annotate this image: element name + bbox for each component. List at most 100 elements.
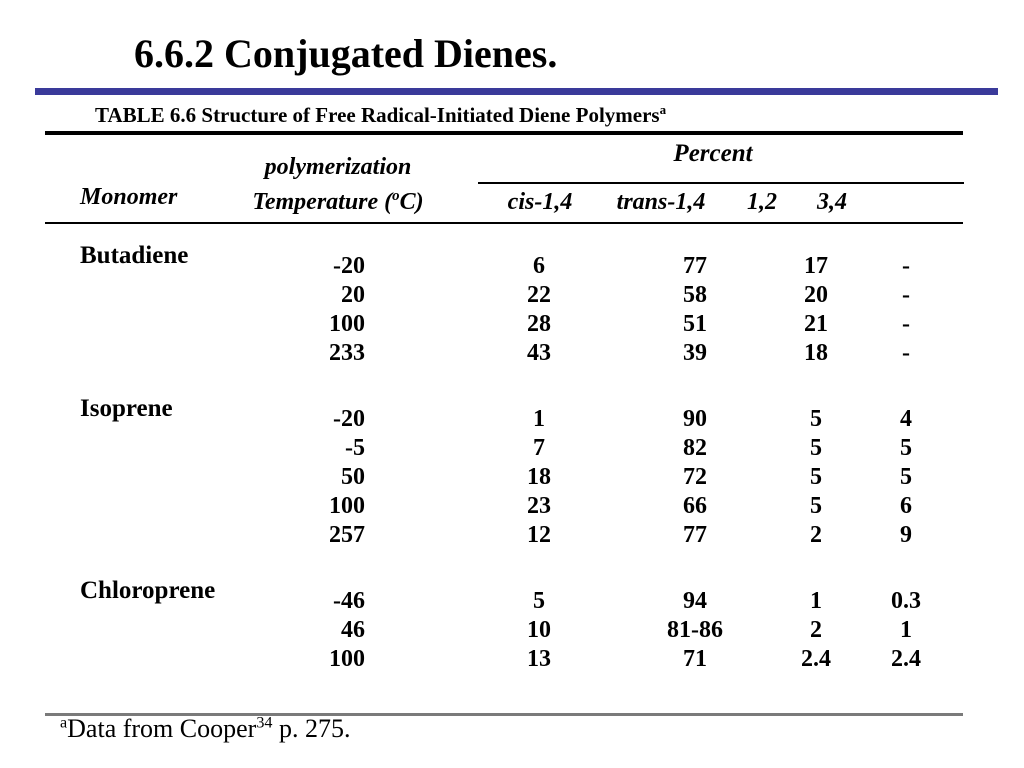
footnote-marker: a [60,714,68,732]
temperature-header-line2: Temperature (oC) [252,188,424,215]
v12-cell: 17 [804,253,828,279]
footnote: aData from Cooper34 p. 275. [60,714,350,744]
trans14-cell: 66 [683,493,707,519]
title-divider-line [35,88,998,95]
column-header-34: 3,4 [817,189,847,215]
temperature-cell: 100 [329,311,365,337]
column-header-trans14: trans-1,4 [616,189,706,215]
table-caption: TABLE 6.6 Structure of Free Radical-Init… [95,102,666,128]
column-header-cis14: cis-1,4 [507,189,573,215]
cis14-cell: 5 [533,588,545,614]
table-row: Isoprene -20 1 90 5 4 [0,395,1024,434]
v34-cell: - [902,311,910,337]
temperature-cell: 46 [341,617,365,643]
v34-cell: 0.3 [891,588,921,614]
cis14-cell: 6 [533,253,545,279]
footnote-text-before: Data from Cooper [67,714,257,743]
temperature-cell: 100 [329,646,365,672]
v12-cell: 1 [810,588,822,614]
cis14-cell: 7 [533,435,545,461]
table-row: 100 28 51 21 - [0,310,1024,339]
monomer-cell: Butadiene [80,242,300,281]
monomer-label: Isoprene [80,395,173,422]
cis14-cell: 13 [527,646,551,672]
table-caption-text: TABLE 6.6 Structure of Free Radical-Init… [95,103,660,127]
trans14-cell: 94 [683,588,707,614]
footnote-reference-number: 34 [256,714,273,732]
temperature-header-line1: polymerization [264,154,412,180]
trans14-cell: 72 [683,464,707,490]
trans14-cell: 81-86 [667,617,723,643]
v34-cell: - [902,253,910,279]
temperature-cell: 50 [341,464,365,490]
table-row: 100 23 66 5 6 [0,492,1024,521]
table-row: 257 12 77 2 9 [0,521,1024,550]
footnote-text-after: p. 275. [272,714,351,743]
v12-cell: 5 [810,464,822,490]
v34-cell: - [902,282,910,308]
monomer-label: Chloroprene [80,577,216,604]
cis14-cell: 10 [527,617,551,643]
temperature-cell: 257 [329,522,365,548]
table-row: -5 7 82 5 5 [0,434,1024,463]
table-row: 50 18 72 5 5 [0,463,1024,492]
cis14-cell: 43 [527,340,551,366]
percent-group-header: Percent [673,140,753,167]
monomer-label: Butadiene [80,242,189,269]
v12-cell: 21 [804,311,828,337]
trans14-cell: 51 [683,311,707,337]
table-body: Butadiene -20 6 77 17 - 20 22 58 20 - 10… [0,242,1024,674]
temperature-cell: -5 [345,435,365,461]
table-caption-footnote-marker: a [659,102,667,117]
table-top-rule [45,131,963,135]
cis14-cell: 1 [533,406,545,432]
trans14-cell: 77 [683,253,707,279]
trans14-cell: 39 [683,340,707,366]
monomer-cell: Chloroprene [80,577,300,616]
trans14-cell: 58 [683,282,707,308]
temperature-cell: -46 [333,588,365,614]
degree-superscript: o [392,188,400,204]
temperature-cell: -20 [333,253,365,279]
table-row: 20 22 58 20 - [0,281,1024,310]
table-row: 100 13 71 2.4 2.4 [0,645,1024,674]
cis14-cell: 23 [527,493,551,519]
v12-cell: 18 [804,340,828,366]
temperature-cell: 20 [341,282,365,308]
table-row: Butadiene -20 6 77 17 - [0,242,1024,281]
v12-cell: 20 [804,282,828,308]
trans14-cell: 82 [683,435,707,461]
table-row: 233 43 39 18 - [0,339,1024,368]
v34-cell: 6 [900,493,912,519]
column-header-12: 1,2 [747,189,777,215]
v34-cell: 5 [900,464,912,490]
cis14-cell: 22 [527,282,551,308]
temperature-cell: 233 [329,340,365,366]
trans14-cell: 77 [683,522,707,548]
footnote-divider-line [45,713,963,716]
cis14-cell: 28 [527,311,551,337]
v12-cell: 2.4 [801,646,831,672]
header-bottom-rule [45,222,963,224]
trans14-cell: 71 [683,646,707,672]
cis14-cell: 18 [527,464,551,490]
percent-group-underline [478,182,964,184]
monomer-cell: Isoprene [80,395,300,434]
v12-cell: 5 [810,435,822,461]
table-row: 46 10 81-86 2 1 [0,616,1024,645]
v12-cell: 5 [810,406,822,432]
v12-cell: 2 [810,617,822,643]
page-title: 6.6.2 Conjugated Dienes. [134,31,558,76]
temperature-cell: -20 [333,406,365,432]
v34-cell: 5 [900,435,912,461]
monomer-column-header: Monomer [80,184,178,210]
v34-cell: 9 [900,522,912,548]
table-row: Chloroprene -46 5 94 1 0.3 [0,577,1024,616]
v34-cell: 4 [900,406,912,432]
v12-cell: 2 [810,522,822,548]
v12-cell: 5 [810,493,822,519]
v34-cell: 2.4 [891,646,921,672]
v34-cell: 1 [900,617,912,643]
temperature-column-header: polymerization Temperature (oC) [238,153,438,217]
